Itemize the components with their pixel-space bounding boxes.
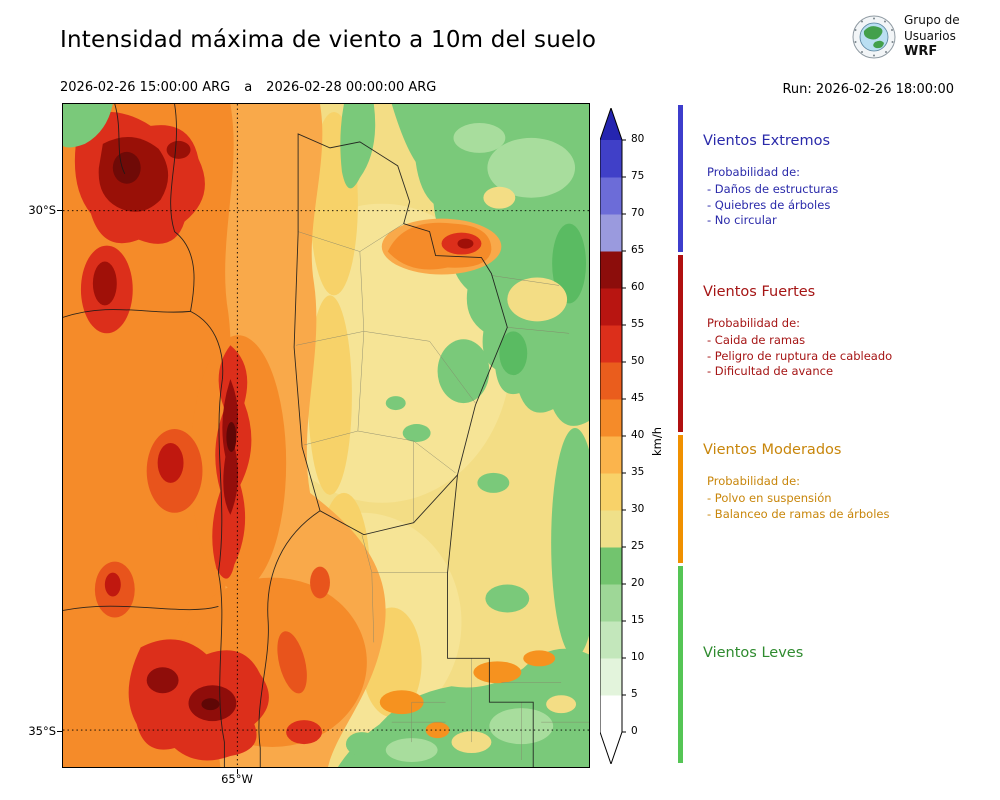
colorbar-segment xyxy=(600,362,622,400)
colorbar-tick-label: 70 xyxy=(631,207,645,219)
colorbar-segment xyxy=(600,288,622,326)
colorbar-segment xyxy=(600,695,622,733)
legend-item: - No circular xyxy=(707,213,777,227)
map-red-zones xyxy=(74,111,367,761)
axis-tick xyxy=(57,210,62,211)
legend-title-moderados: Vientos Moderados xyxy=(703,442,842,458)
legend-item: - Balanceo de ramas de árboles xyxy=(707,506,890,521)
period-separator: a xyxy=(244,80,253,95)
colorbar-tick-label: 65 xyxy=(631,244,645,256)
map-green-zones xyxy=(63,104,589,767)
colorbar-unit-label: km/h xyxy=(650,426,664,456)
colorbar-segment xyxy=(600,658,622,696)
legend-item: - Peligro de ruptura de cableado xyxy=(707,348,893,363)
logo-text-line2: Usuarios xyxy=(904,28,956,43)
colorbar-tick-label: 45 xyxy=(631,392,645,404)
legend-item: - Quiebres de árboles xyxy=(707,197,831,212)
colorbar-tick-label: 50 xyxy=(631,355,645,367)
colorbar-tick-label: 30 xyxy=(631,503,645,515)
legend-item: - Caida de ramas xyxy=(707,333,806,347)
legend-section-fuertes: Vientos Fuertes Probabilidad de: - Caida… xyxy=(703,284,995,380)
run-timestamp: Run: 2026-02-26 18:00:00 xyxy=(782,82,954,97)
colorbar-tick-label: 55 xyxy=(631,318,645,330)
colorbar-segment xyxy=(600,325,622,363)
colorbar-tick-label: 0 xyxy=(631,725,638,737)
logo-text-line1: Grupo de xyxy=(904,13,960,27)
legend-subtitle: Probabilidad de: xyxy=(707,316,801,330)
colorbar-segment xyxy=(600,214,622,252)
axis-tick xyxy=(237,769,238,774)
wrf-user-group-logo: Grupo de Usuarios WRF xyxy=(851,13,960,61)
colorbar-tick-label: 10 xyxy=(631,651,645,663)
axis-tick xyxy=(57,731,62,732)
colorbar-tick-label: 80 xyxy=(631,133,645,145)
map-county-borders xyxy=(296,223,589,761)
legend-section-extremos: Vientos Extremos Probabilidad de: - Daño… xyxy=(703,133,995,229)
valid-period: 2026-02-26 15:00:00 ARG a 2026-02-28 00:… xyxy=(60,80,450,95)
wind-intensity-map xyxy=(62,103,590,768)
logo-text-model: WRF xyxy=(904,44,938,60)
logo-text: Grupo de Usuarios WRF xyxy=(904,13,960,61)
globe-logo-icon xyxy=(852,15,896,59)
legend-subtitle: Probabilidad de: xyxy=(707,474,801,488)
colorbar-segment xyxy=(600,584,622,622)
colorbar-tick-label: 75 xyxy=(631,170,645,182)
lon-tick-65w: 65°W xyxy=(221,772,253,786)
period-start: 2026-02-26 15:00:00 ARG xyxy=(60,80,231,95)
colorbar-tick-label: 60 xyxy=(631,281,645,293)
legend-subtitle: Probabilidad de: xyxy=(707,165,801,179)
legend-title-extremos: Vientos Extremos xyxy=(703,133,831,149)
colorbar-segment xyxy=(600,140,622,178)
legend-strip-leves xyxy=(678,566,683,763)
map-gridlines xyxy=(63,104,589,767)
lat-tick-30s: 30°S xyxy=(28,203,56,217)
page-title: Intensidad máxima de viento a 10m del su… xyxy=(60,27,597,53)
colorbar-segment xyxy=(600,473,622,511)
map-province-borders xyxy=(63,104,534,767)
legend-title-fuertes: Vientos Fuertes xyxy=(703,284,816,300)
colorbar-segment xyxy=(600,510,622,548)
colorbar-tick-label: 35 xyxy=(631,466,645,478)
period-end: 2026-02-28 00:00:00 ARG xyxy=(266,80,437,95)
legend-strip-moderados xyxy=(678,435,683,563)
colorbar-segment xyxy=(600,399,622,437)
legend-section-moderados: Vientos Moderados Probabilidad de: - Pol… xyxy=(703,442,995,522)
colorbar-segment xyxy=(600,621,622,659)
colorbar-tick-label: 25 xyxy=(631,540,645,552)
colorbar-tick-label: 20 xyxy=(631,577,645,589)
legend-strip-extremos xyxy=(678,105,683,252)
colorbar-segment xyxy=(600,436,622,474)
legend-title-leves: Vientos Leves xyxy=(703,645,804,661)
colorbar-tick-label: 15 xyxy=(631,614,645,626)
legend-strip-fuertes xyxy=(678,255,683,432)
colorbar xyxy=(600,108,626,764)
colorbar-segment xyxy=(600,177,622,215)
colorbar-segment xyxy=(600,547,622,585)
legend-item: - Daños de estructuras xyxy=(707,182,839,196)
colorbar-tick-label: 5 xyxy=(631,688,638,700)
colorbar-tick-label: 40 xyxy=(631,429,645,441)
colorbar-segments xyxy=(600,140,622,733)
colorbar-segment xyxy=(600,251,622,289)
colorbar-over-arrow xyxy=(600,108,622,140)
legend-item: - Polvo en suspensión xyxy=(707,491,832,505)
legend-item: - Dificultad de avance xyxy=(707,364,834,378)
map-orange-spots xyxy=(379,218,556,739)
legend-section-leves: Vientos Leves xyxy=(703,645,995,677)
colorbar-tick-marks xyxy=(622,139,626,733)
lat-tick-35s: 35°S xyxy=(28,724,56,738)
wind-map-graphic xyxy=(63,104,589,767)
colorbar-under-arrow xyxy=(600,732,622,764)
